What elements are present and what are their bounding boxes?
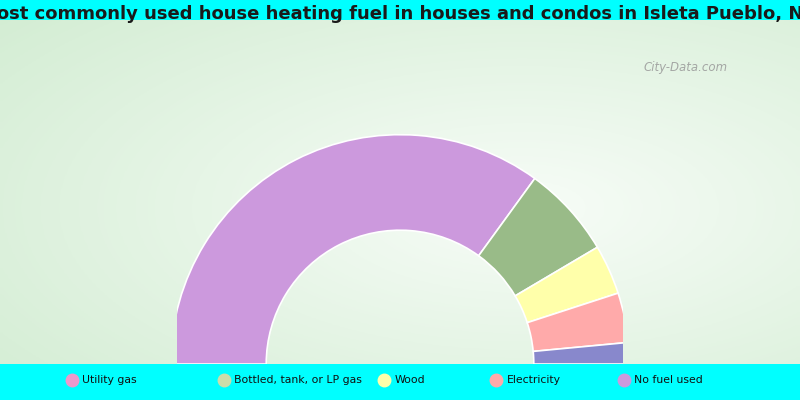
Text: Electricity: Electricity — [506, 375, 560, 385]
Text: Most commonly used house heating fuel in houses and condos in Isleta Pueblo, NM: Most commonly used house heating fuel in… — [0, 5, 800, 23]
Wedge shape — [515, 247, 618, 323]
Wedge shape — [527, 293, 628, 352]
Text: Wood: Wood — [394, 375, 425, 385]
Wedge shape — [170, 135, 534, 364]
Wedge shape — [478, 178, 598, 296]
Text: No fuel used: No fuel used — [634, 375, 703, 385]
Wedge shape — [533, 342, 630, 364]
Text: Bottled, tank, or LP gas: Bottled, tank, or LP gas — [234, 375, 362, 385]
Text: City-Data.com: City-Data.com — [644, 61, 728, 74]
Text: Utility gas: Utility gas — [82, 375, 137, 385]
